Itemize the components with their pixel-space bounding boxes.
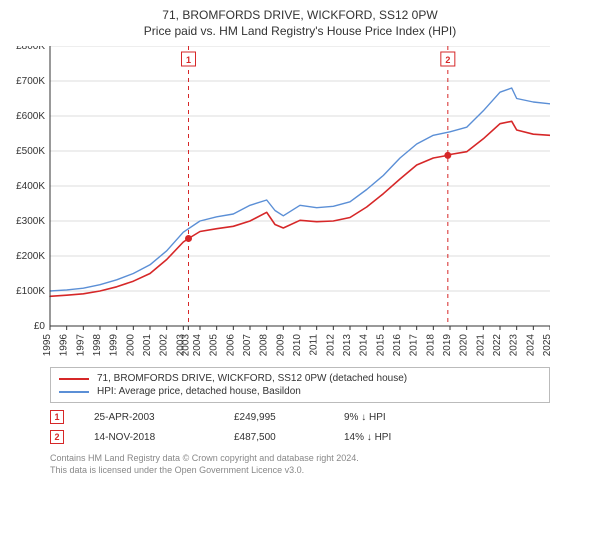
svg-text:2019: 2019 [442,334,453,356]
transaction-date: 25-APR-2003 [94,412,204,423]
svg-text:2005: 2005 [209,334,220,356]
svg-text:£500K: £500K [16,146,45,157]
svg-text:2014: 2014 [359,334,370,356]
svg-text:2021: 2021 [475,334,486,356]
svg-text:2: 2 [445,55,450,65]
svg-text:2000: 2000 [125,334,136,356]
svg-text:£600K: £600K [16,111,45,122]
svg-text:1997: 1997 [75,334,86,356]
svg-text:2013: 2013 [342,334,353,356]
svg-text:2023: 2023 [509,334,520,356]
svg-text:2009: 2009 [275,334,286,356]
chart-area: £0 £100K £200K £300K £400K £500K £600K £700K £80… [10,46,590,361]
svg-text:1995: 1995 [42,334,53,356]
svg-text:2018: 2018 [425,334,436,356]
legend-swatch [59,391,89,393]
svg-text:2025: 2025 [542,334,550,356]
svg-text:2010: 2010 [292,334,303,356]
marker-badge: 1 [50,410,64,424]
svg-text:1998: 1998 [92,334,103,356]
chart-title: 71, BROMFORDS DRIVE, WICKFORD, SS12 0PW [10,8,590,22]
svg-text:2002: 2002 [159,334,170,356]
price-chart: £0 £100K £200K £300K £400K £500K £600K £700K £80… [10,46,550,356]
svg-text:2001: 2001 [142,334,153,356]
svg-text:2012: 2012 [325,334,336,356]
svg-text:1996: 1996 [59,334,70,356]
svg-text:2017: 2017 [409,334,420,356]
transaction-diff: 9% ↓ HPI [344,412,424,423]
svg-text:2004: 2004 [192,334,203,356]
svg-text:£700K: £700K [16,76,45,87]
svg-text:2007: 2007 [242,334,253,356]
svg-text:2008: 2008 [259,334,270,356]
svg-text:2015: 2015 [375,334,386,356]
legend-label: HPI: Average price, detached house, Basi… [97,386,301,397]
transactions-table: 1 25-APR-2003 £249,995 9% ↓ HPI 2 14-NOV… [50,407,550,447]
svg-text:1: 1 [186,55,191,65]
svg-text:2003: 2003 [180,334,191,356]
svg-text:2011: 2011 [309,334,320,356]
svg-text:£0: £0 [34,321,46,332]
table-row: 1 25-APR-2003 £249,995 9% ↓ HPI [50,407,550,427]
transaction-price: £249,995 [234,412,314,423]
svg-text:2024: 2024 [525,334,536,356]
svg-text:£100K: £100K [16,286,45,297]
transaction-diff: 14% ↓ HPI [344,432,424,443]
marker-badge: 2 [50,430,64,444]
svg-text:1999: 1999 [109,334,120,356]
legend: 71, BROMFORDS DRIVE, WICKFORD, SS12 0PW … [50,367,550,403]
svg-text:2022: 2022 [492,334,503,356]
svg-text:£800K: £800K [16,46,45,52]
legend-item: 71, BROMFORDS DRIVE, WICKFORD, SS12 0PW … [59,372,541,385]
svg-text:£200K: £200K [16,251,45,262]
legend-swatch [59,378,89,380]
footer-line: This data is licensed under the Open Gov… [50,465,550,477]
table-row: 2 14-NOV-2018 £487,500 14% ↓ HPI [50,427,550,447]
legend-item: HPI: Average price, detached house, Basi… [59,385,541,398]
transaction-price: £487,500 [234,432,314,443]
transaction-date: 14-NOV-2018 [94,432,204,443]
legend-label: 71, BROMFORDS DRIVE, WICKFORD, SS12 0PW … [97,373,407,384]
footer-attribution: Contains HM Land Registry data © Crown c… [50,453,550,476]
svg-text:2006: 2006 [225,334,236,356]
chart-subtitle: Price paid vs. HM Land Registry's House … [10,24,590,38]
footer-line: Contains HM Land Registry data © Crown c… [50,453,550,465]
svg-text:£300K: £300K [16,216,45,227]
svg-text:£400K: £400K [16,181,45,192]
svg-text:2016: 2016 [392,334,403,356]
svg-text:2020: 2020 [459,334,470,356]
